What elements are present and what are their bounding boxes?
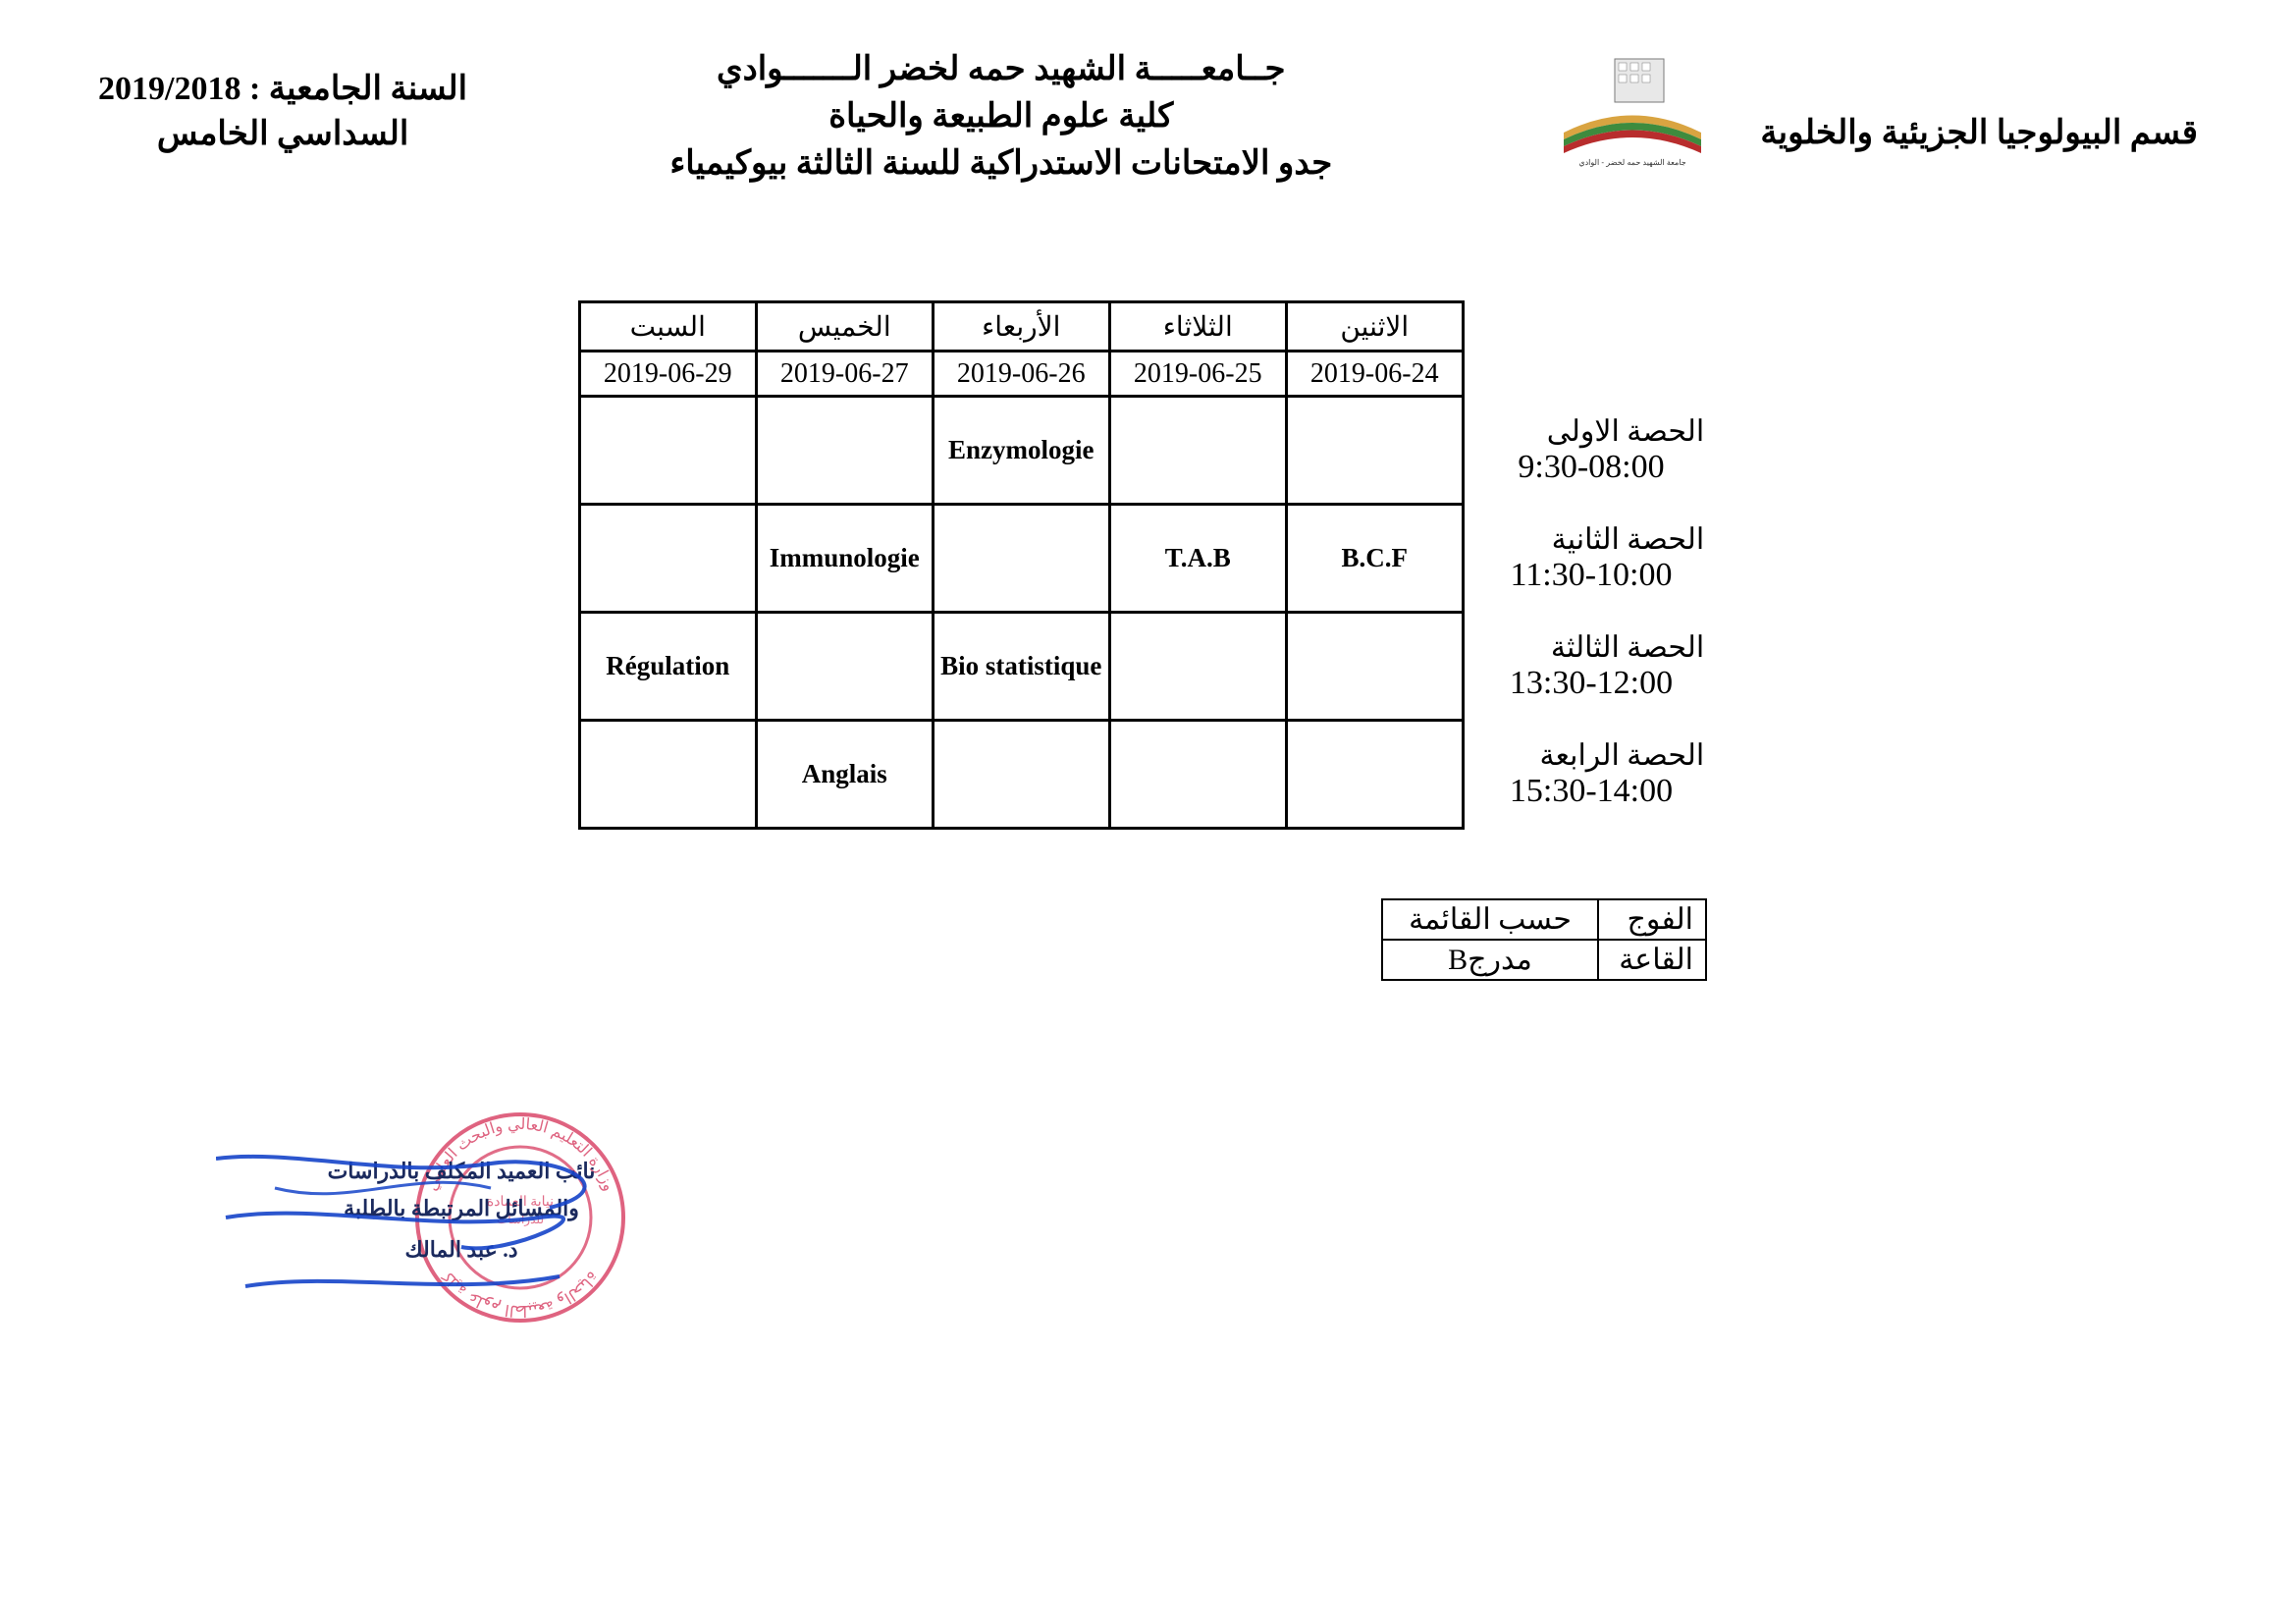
session-2-label: الحصة الثانية 11:30-10:00	[1463, 505, 1718, 613]
slot-3-mon	[1286, 613, 1463, 721]
svg-text:جامعة الشهيد حمه لخضر - الوادي: جامعة الشهيد حمه لخضر - الوادي	[1579, 158, 1686, 167]
slot-4-wed	[933, 721, 1109, 829]
schedule-container: الاثنين الثلاثاء الأربعاء الخميس السبت 2…	[98, 300, 2198, 830]
slot-2-sat	[579, 505, 756, 613]
session-row-4: الحصة الرابعة 15:30-14:00 Anglais	[579, 721, 1718, 829]
session-row-2: الحصة الثانية 11:30-10:00 B.C.F T.A.B Im…	[579, 505, 1718, 613]
session-3-time: 13:30-12:00	[1478, 665, 1705, 702]
day-head-wed: الأربعاء	[933, 302, 1109, 352]
info-table: الفوج حسب القائمة القاعة مدرجB	[1381, 898, 1707, 981]
slot-3-wed: Bio statistique	[933, 613, 1109, 721]
slot-3-sat: Régulation	[579, 613, 756, 721]
svg-text:نائب العميد المكلف بالدراسات: نائب العميد المكلف بالدراسات	[328, 1159, 596, 1184]
day-head-tue: الثلاثاء	[1109, 302, 1286, 352]
svg-text:كلية علوم الطبيعة والحياة: كلية علوم الطبيعة والحياة	[440, 1268, 601, 1319]
slot-4-tue	[1109, 721, 1286, 829]
session-1-label: الحصة الاولى 9:30-08:00	[1463, 397, 1718, 505]
semester: السداسي الخامس	[98, 114, 467, 153]
university-name: جــامعـــــة الشهيد حمه لخضر الـــــــوا…	[669, 49, 1332, 88]
date-sat: 2019-06-29	[579, 352, 756, 397]
info-container: الفوج حسب القائمة القاعة مدرجB	[98, 898, 2198, 981]
session-2-name: الحصة الثانية	[1478, 522, 1705, 557]
header-left-group: السنة الجامعية : 2019/2018 السداسي الخام…	[98, 69, 467, 153]
slot-2-thu: Immunologie	[756, 505, 933, 613]
day-header-row: الاثنين الثلاثاء الأربعاء الخميس السبت	[579, 302, 1718, 352]
day-head-mon: الاثنين	[1286, 302, 1463, 352]
group-label: الفوج	[1598, 899, 1706, 940]
room-label: القاعة	[1598, 940, 1706, 980]
date-tue: 2019-06-25	[1109, 352, 1286, 397]
session-1-name: الحصة الاولى	[1478, 414, 1705, 449]
slot-4-thu: Anglais	[756, 721, 933, 829]
slot-2-mon: B.C.F	[1286, 505, 1463, 613]
day-head-sat: السبت	[579, 302, 756, 352]
slot-1-wed: Enzymologie	[933, 397, 1109, 505]
slot-4-sat	[579, 721, 756, 829]
session-4-time: 15:30-14:00	[1478, 773, 1705, 810]
stamp-signature-area: وزارة التعليم العالي والبحث العلمي كلية …	[216, 1090, 707, 1345]
slot-1-sat	[579, 397, 756, 505]
day-head-thu: الخميس	[756, 302, 933, 352]
university-logo: جامعة الشهيد حمه لخضر - الوادي	[1534, 49, 1731, 167]
session-2-time: 11:30-10:00	[1478, 557, 1705, 594]
date-wed: 2019-06-26	[933, 352, 1109, 397]
slot-2-wed	[933, 505, 1109, 613]
session-4-name: الحصة الرابعة	[1478, 738, 1705, 773]
schedule-title: جدو الامتحانات الاستدراكية للسنة الثالثة…	[669, 143, 1332, 183]
date-thu: 2019-06-27	[756, 352, 933, 397]
slot-4-mon	[1286, 721, 1463, 829]
department-name: قسم البيولوجيا الجزيئية والخلوية	[1760, 113, 2198, 152]
header-center-group: جــامعـــــة الشهيد حمه لخضر الـــــــوا…	[669, 49, 1332, 183]
session-3-name: الحصة الثالثة	[1478, 630, 1705, 665]
document-header: قسم البيولوجيا الجزيئية والخلوية جامعة ا…	[98, 49, 2198, 183]
session-row-3: الحصة الثالثة 13:30-12:00 Bio statistiqu…	[579, 613, 1718, 721]
blank-corner	[1463, 302, 1718, 397]
session-row-1: الحصة الاولى 9:30-08:00 Enzymologie	[579, 397, 1718, 505]
slot-1-tue	[1109, 397, 1286, 505]
room-value: مدرجB	[1382, 940, 1598, 980]
session-3-label: الحصة الثالثة 13:30-12:00	[1463, 613, 1718, 721]
slot-1-thu	[756, 397, 933, 505]
group-row: الفوج حسب القائمة	[1382, 899, 1706, 940]
session-4-label: الحصة الرابعة 15:30-14:00	[1463, 721, 1718, 829]
header-right-group: قسم البيولوجيا الجزيئية والخلوية جامعة ا…	[1534, 49, 2198, 167]
faculty-name: كلية علوم الطبيعة والحياة	[669, 96, 1332, 135]
academic-year: السنة الجامعية : 2019/2018	[98, 69, 467, 108]
svg-text:د. عبد المالك: د. عبد المالك	[404, 1237, 517, 1262]
session-1-time: 9:30-08:00	[1478, 449, 1705, 486]
slot-3-tue	[1109, 613, 1286, 721]
slot-2-tue: T.A.B	[1109, 505, 1286, 613]
room-row: القاعة مدرجB	[1382, 940, 1706, 980]
slot-3-thu	[756, 613, 933, 721]
date-mon: 2019-06-24	[1286, 352, 1463, 397]
exam-schedule-table: الاثنين الثلاثاء الأربعاء الخميس السبت 2…	[578, 300, 1719, 830]
slot-1-mon	[1286, 397, 1463, 505]
group-value: حسب القائمة	[1382, 899, 1598, 940]
